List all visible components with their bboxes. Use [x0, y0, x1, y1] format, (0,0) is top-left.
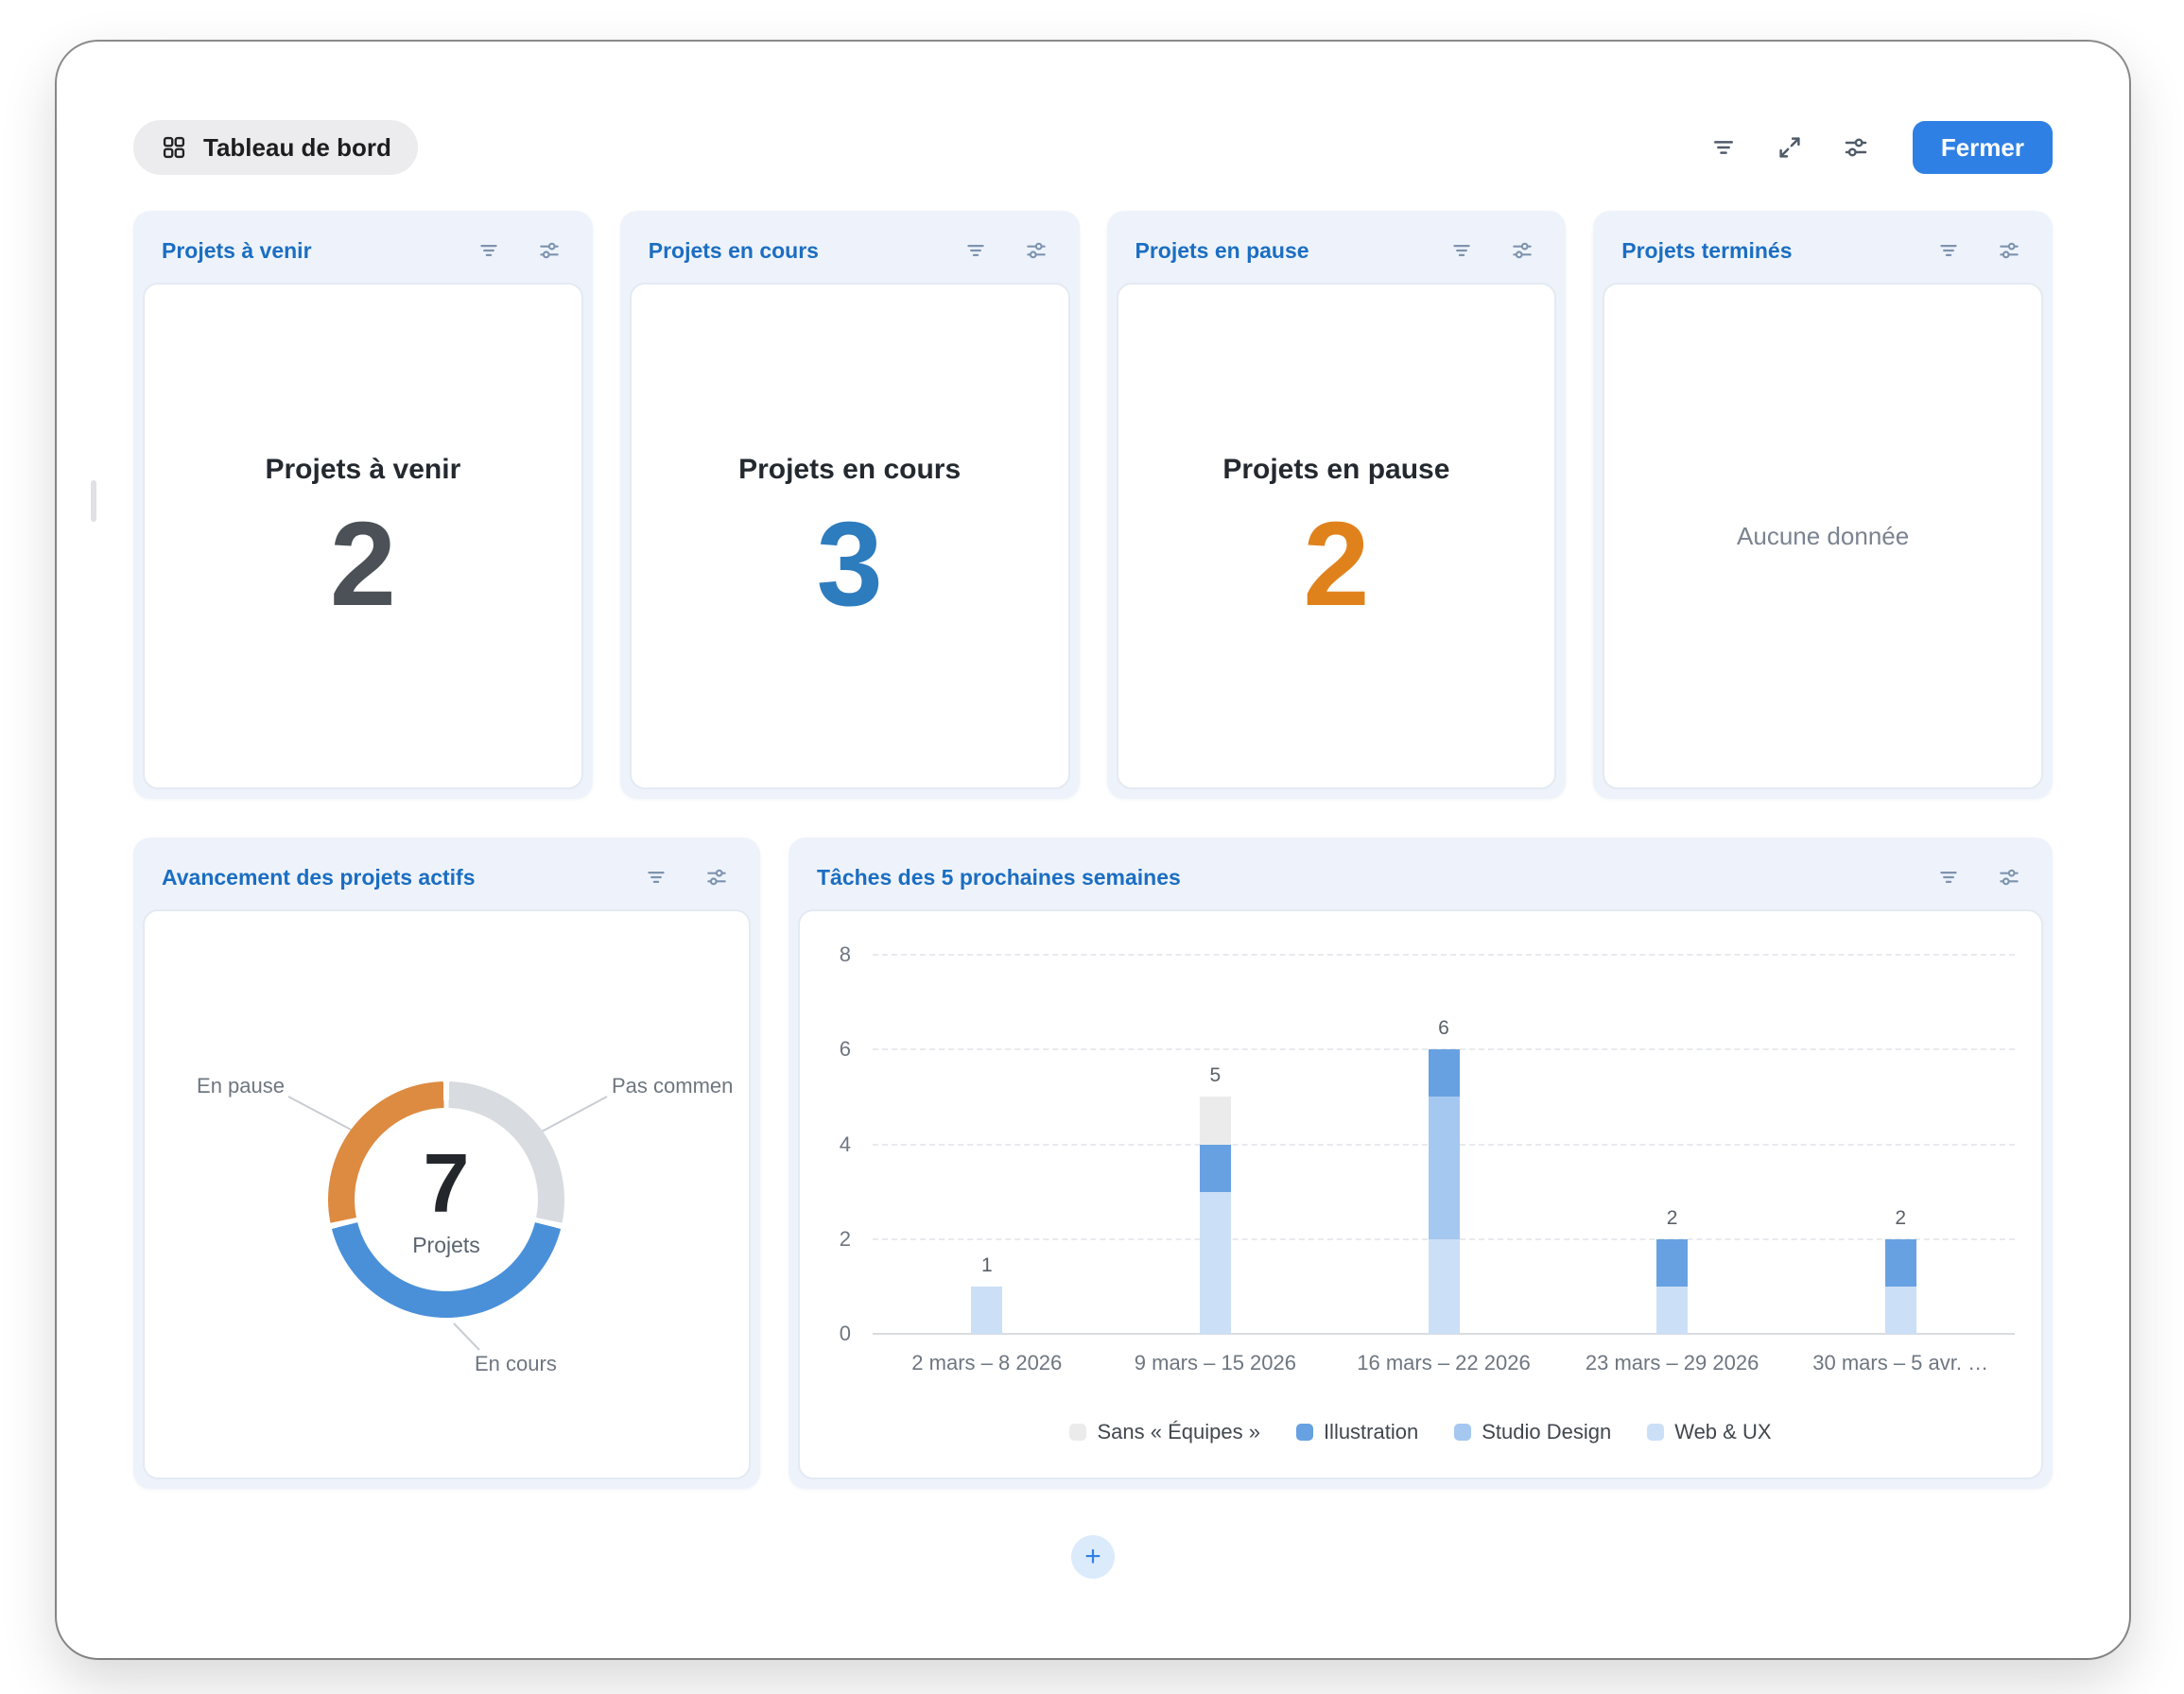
- bar-chart-panel: 0 2 4 6 8 1 2 mars – 8 2026 5 9 mars – 15 2026 6 1…: [798, 909, 2043, 1479]
- y-tick-label: 4: [839, 1132, 851, 1156]
- legend-item[interactable]: Studio Design: [1454, 1420, 1611, 1444]
- filter-icon[interactable]: [637, 858, 675, 896]
- bar-segment[interactable]: [1656, 1286, 1689, 1334]
- legend-swatch: [1454, 1424, 1472, 1441]
- donut-label-en-cours: En cours: [475, 1352, 557, 1375]
- widget-title: Tâches des 5 prochaines semaines: [817, 864, 1181, 890]
- x-axis-label: 30 mars – 5 avr. …: [1812, 1351, 1989, 1374]
- legend-label: Sans « Équipes »: [1097, 1420, 1260, 1443]
- widget-taches-semaines: Tâches des 5 prochaines semaines 0 2 4 6 8 1 2…: [789, 838, 2053, 1489]
- filter-icon[interactable]: [1705, 129, 1742, 166]
- dashboard-window: Tableau de bord: [57, 42, 2129, 1658]
- widget-title: Projets terminés: [1621, 237, 1793, 263]
- bar-segment[interactable]: [1656, 1238, 1689, 1287]
- widget-projets-termines: Projets terminés Aucune donnée: [1593, 211, 2053, 799]
- dashboard-pill-label: Tableau de bord: [203, 132, 391, 162]
- filter-icon[interactable]: [957, 232, 995, 269]
- bar-segment[interactable]: [1884, 1238, 1916, 1287]
- donut-label-pas-commence: Pas commen: [612, 1074, 734, 1098]
- gridline: [873, 1333, 2015, 1335]
- filter-icon[interactable]: [1443, 232, 1481, 269]
- customize-icon[interactable]: [1503, 232, 1541, 269]
- customize-icon[interactable]: [1017, 232, 1055, 269]
- customize-icon[interactable]: [530, 232, 568, 269]
- topbar: Tableau de bord: [133, 120, 2053, 175]
- customize-icon[interactable]: [1990, 858, 2028, 896]
- bar-segment[interactable]: [971, 1286, 1003, 1334]
- dashboard-pill-button[interactable]: Tableau de bord: [133, 120, 418, 175]
- customize-icon[interactable]: [1990, 232, 2028, 269]
- legend-item[interactable]: Web & UX: [1647, 1420, 1772, 1444]
- stat-value: 2: [329, 497, 396, 631]
- chart-legend: Sans « Équipes » Illustration Studio Desig…: [800, 1420, 2041, 1444]
- bar-segment[interactable]: [1428, 1097, 1460, 1239]
- y-tick-label: 2: [839, 1226, 851, 1251]
- x-axis-label: 9 mars – 15 2026: [1134, 1351, 1296, 1374]
- sidebar-collapse-handle[interactable]: [91, 480, 96, 522]
- donut-label-en-pause: En pause: [197, 1074, 285, 1098]
- donut-chart-panel: En pause Pas commen En cours 7 Projets: [143, 909, 751, 1479]
- bar-total-label: 5: [1209, 1064, 1222, 1087]
- legend-swatch: [1647, 1424, 1665, 1441]
- bar-total-label: 2: [1895, 1206, 1907, 1229]
- y-tick-label: 8: [839, 942, 851, 966]
- filter-icon[interactable]: [470, 232, 508, 269]
- stat-panel: Projets en pause 2: [1116, 283, 1557, 789]
- expand-icon[interactable]: [1771, 129, 1809, 166]
- x-axis-label: 16 mars – 22 2026: [1357, 1351, 1531, 1374]
- customize-icon[interactable]: [698, 858, 736, 896]
- legend-item[interactable]: Illustration: [1295, 1420, 1419, 1444]
- y-tick-label: 6: [839, 1037, 851, 1062]
- donut-center-value: 7: [423, 1135, 470, 1230]
- bar-segment[interactable]: [1199, 1191, 1231, 1334]
- donut-center-label: Projets: [412, 1232, 480, 1257]
- donut-center: 7 Projets: [355, 1108, 538, 1291]
- filter-icon[interactable]: [1930, 232, 1967, 269]
- empty-state-text: Aucune donnée: [1737, 521, 1910, 550]
- stat-panel: Projets à venir 2: [143, 283, 583, 789]
- legend-label: Web & UX: [1674, 1420, 1772, 1443]
- stat-value: 2: [1303, 497, 1370, 631]
- add-widget-button[interactable]: +: [1071, 1535, 1115, 1579]
- customize-icon[interactable]: [1837, 129, 1875, 166]
- legend-label: Illustration: [1323, 1420, 1419, 1443]
- legend-swatch: [1295, 1424, 1313, 1441]
- x-axis-label: 23 mars – 29 2026: [1585, 1351, 1759, 1374]
- donut-ring[interactable]: 7 Projets: [328, 1081, 564, 1318]
- filter-icon[interactable]: [1930, 858, 1967, 896]
- legend-label: Studio Design: [1482, 1420, 1612, 1443]
- widget-projets-en-cours: Projets en cours Projets en cours 3: [619, 211, 1080, 799]
- legend-swatch: [1069, 1424, 1087, 1441]
- stat-title: Projets en pause: [1222, 454, 1450, 486]
- bar-segment[interactable]: [1199, 1097, 1231, 1145]
- close-button[interactable]: Fermer: [1912, 121, 2053, 174]
- dashboard-grid-icon: [160, 133, 188, 162]
- legend-item[interactable]: Sans « Équipes »: [1069, 1420, 1260, 1444]
- bar-total-label: 1: [980, 1253, 993, 1276]
- y-tick-label: 0: [839, 1322, 851, 1345]
- widget-projets-a-venir: Projets à venir Projets à venir 2: [133, 211, 593, 799]
- bar-total-label: 6: [1438, 1017, 1449, 1040]
- bar-total-label: 2: [1666, 1206, 1678, 1229]
- chart-row: Avancement des projets actifs En pause P…: [133, 838, 2053, 1489]
- widget-title: Avancement des projets actifs: [162, 864, 476, 890]
- widget-avancement-projets: Avancement des projets actifs En pause P…: [133, 838, 760, 1489]
- stat-value: 3: [816, 497, 883, 631]
- x-axis-label: 2 mars – 8 2026: [911, 1351, 1063, 1374]
- stat-panel: Projets en cours 3: [629, 283, 1070, 789]
- gridline: [873, 954, 2015, 956]
- bar-segment[interactable]: [1428, 1049, 1460, 1098]
- widget-title: Projets à venir: [162, 237, 312, 263]
- stat-card-row: Projets à venir Projets à venir 2 Projet…: [133, 211, 2053, 799]
- widget-projets-en-pause: Projets en pause Projets en pause 2: [1106, 211, 1567, 799]
- stat-panel: Aucune donnée: [1603, 283, 2043, 789]
- bar-segment[interactable]: [1199, 1144, 1231, 1192]
- bar-segment[interactable]: [1884, 1286, 1916, 1334]
- widget-title: Projets en cours: [648, 237, 819, 263]
- stat-title: Projets en cours: [738, 454, 962, 486]
- widget-title: Projets en pause: [1135, 237, 1309, 263]
- bar-segment[interactable]: [1428, 1238, 1460, 1334]
- stat-title: Projets à venir: [265, 454, 461, 486]
